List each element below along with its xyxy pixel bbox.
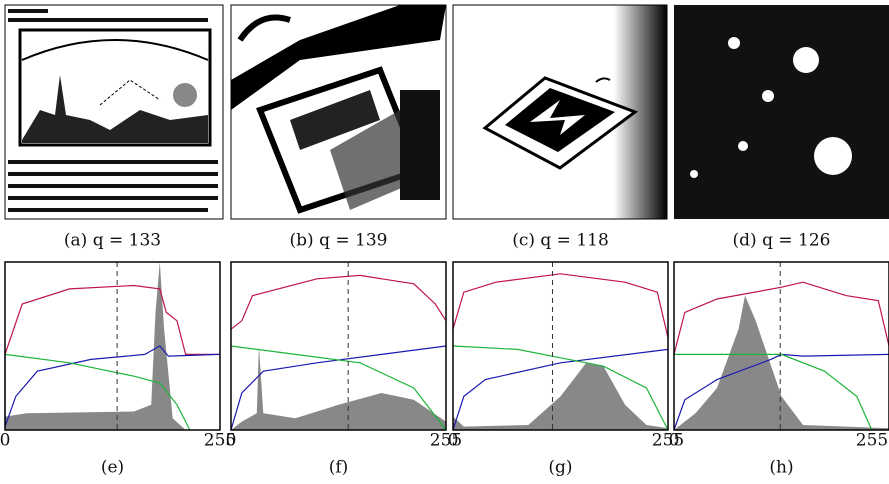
plot-caption: (g): [548, 458, 572, 478]
histogram: [231, 346, 446, 430]
x-tick-label: 0: [448, 431, 459, 451]
x-tick-label: 255: [204, 431, 236, 451]
x-tick-label: 0: [226, 431, 237, 451]
panel-caption: (d) q = 126: [733, 231, 831, 251]
image-b: [230, 4, 447, 220]
panel-caption: (c) q = 118: [512, 231, 609, 251]
histogram: [674, 295, 889, 430]
curve-red: [4, 284, 220, 355]
plot-frame: [673, 261, 889, 431]
x-tick-label: 0: [0, 431, 10, 451]
panel-caption: (a) q = 133: [64, 231, 161, 251]
plot-caption: (h): [769, 458, 793, 478]
curve-green: [230, 345, 447, 431]
x-tick-label: 255: [652, 431, 684, 451]
plot-frame: [230, 261, 447, 431]
curve-green: [452, 345, 669, 431]
plot-frame: [4, 261, 221, 431]
curve-blue: [452, 348, 669, 431]
histogram: [453, 362, 668, 430]
image-c: [452, 4, 668, 220]
image-a: [4, 4, 224, 220]
plot-frame: [452, 261, 669, 431]
curve-blue: [230, 345, 447, 431]
panel-caption: (b) q = 139: [290, 231, 388, 251]
curve-green: [4, 353, 191, 431]
curve-red: [673, 281, 889, 355]
image-d: [674, 5, 889, 219]
x-tick-label: 0: [669, 431, 680, 451]
x-tick-label: 255: [856, 431, 888, 451]
curve-red: [230, 274, 447, 330]
curve-green: [674, 353, 873, 431]
curve-blue: [673, 353, 889, 431]
plot-caption: (e): [101, 458, 124, 478]
curve-blue: [4, 345, 221, 427]
plot-caption: (f): [329, 458, 349, 478]
curve-red: [452, 273, 669, 338]
histogram: [5, 262, 186, 430]
x-tick-label: 255: [430, 431, 462, 451]
